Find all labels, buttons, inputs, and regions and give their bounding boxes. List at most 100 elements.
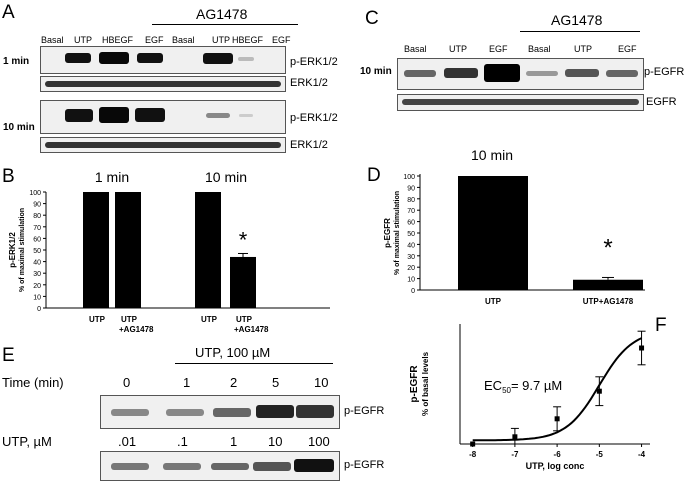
f-y-label-2: % of basal levels — [421, 351, 430, 416]
panel-a-lane-5: Basal — [172, 35, 195, 45]
d-title: 10 min — [471, 147, 513, 163]
panel-e-dose-4: 10 — [268, 434, 283, 449]
panel-c-blot-egfr — [397, 94, 644, 111]
d-y-tick-label: 100 — [403, 174, 415, 181]
f-data-point — [639, 345, 645, 351]
panel-e-utp-header: UTP, 100 µM — [195, 345, 271, 360]
d-significance-star: * — [603, 234, 612, 261]
f-y-label-1: p-EGFR — [409, 365, 420, 403]
panel-e-label-pegfr-2: p-EGFR — [344, 459, 385, 471]
b-x-tick-label: UTP — [236, 315, 253, 324]
panel-d-chart: 10 min 0 10 20 30 40 50 60 70 80 90 100 p-EGFR% of m… — [383, 147, 645, 306]
panel-a-lane-4: EGF — [145, 35, 164, 45]
f-x-label: UTP, log conc — [526, 461, 585, 471]
f-x-tick-label: -7 — [511, 450, 519, 459]
d-y-tick-label: 80 — [407, 197, 415, 204]
d-y-label-1: p-EGFR — [383, 218, 392, 248]
panel-e-label-pegfr-1: p-EGFR — [344, 405, 385, 417]
panel-a-ag1478-header: AG1478 — [196, 6, 248, 22]
d-y-tick-label: 40 — [407, 242, 415, 249]
b-y-tick-label: 50 — [33, 248, 41, 255]
panel-c-lane-5: UTP — [574, 44, 592, 54]
panel-e-header-line — [175, 363, 333, 364]
d-y-tick-label: 60 — [407, 220, 415, 227]
panel-c-time-10min: 10 min — [360, 66, 392, 77]
panel-e-dose-1: .01 — [118, 434, 137, 449]
panel-a-blot-perk-1min — [40, 46, 286, 74]
panel-label-c: C — [365, 8, 379, 29]
panel-a-lane-8: EGF — [272, 35, 291, 45]
b-y-tick-label: 20 — [33, 283, 41, 290]
b-significance-star: * — [239, 227, 248, 252]
panel-c-lane-3: EGF — [489, 44, 508, 54]
panel-c-label-pegfr: p-EGFR — [644, 66, 685, 78]
b-x-tick-label: +AG1478 — [234, 325, 269, 334]
panel-e-time-10: 10 — [314, 375, 329, 390]
panel-c-lane-6: EGF — [618, 44, 637, 54]
panel-a-blot-perk-10min — [40, 100, 286, 134]
f-ec50-prefix: EC — [484, 378, 502, 393]
b-x-tick-label: UTP — [89, 315, 106, 324]
f-data-point — [554, 416, 560, 422]
panel-e-blot-time — [100, 395, 340, 429]
panel-label-e: E — [2, 345, 15, 366]
d-x-tick-label: UTP — [485, 297, 502, 306]
panel-e-dose-5: 100 — [308, 434, 330, 449]
panel-a-time-10min: 10 min — [3, 122, 35, 133]
panel-e-time-label: Time (min) — [2, 375, 64, 390]
d-y-tick-label: 0 — [411, 288, 415, 295]
b-bar — [115, 192, 141, 308]
panel-b-chart: 0 10 20 30 40 50 60 70 80 90 100 p-ERK1/2% of maxim… — [8, 169, 330, 334]
panel-c-ag1478-line — [520, 31, 640, 32]
panel-e-dose-3: 1 — [230, 434, 238, 449]
b-y-label-1: p-ERK1/2 — [8, 232, 17, 268]
panel-e-dose-label: UTP, µM — [2, 434, 52, 449]
b-bar — [83, 192, 109, 308]
b-x-tick-label: UTP — [201, 315, 218, 324]
b-y-tick-label: 0 — [37, 306, 41, 313]
d-y-label-2: % of maximal stimulation — [394, 191, 401, 275]
panel-a-lane-1: Basal — [41, 35, 64, 45]
d-y-tick-label: 10 — [407, 277, 415, 284]
d-y-tick-label: 90 — [407, 185, 415, 192]
panel-label-f: F — [655, 315, 667, 336]
b-y-tick-label: 90 — [33, 202, 41, 209]
d-y-tick-label: 70 — [407, 208, 415, 215]
panel-c-ag1478-header: AG1478 — [551, 12, 603, 28]
panel-a-lane-2: UTP — [74, 35, 92, 45]
b-y-label-2: % of maximal stimulation — [19, 208, 26, 292]
f-x-tick-label: -4 — [638, 450, 646, 459]
f-ec50-annotation: EC50= 9.7 µM — [484, 378, 562, 395]
panel-label-a: A — [2, 2, 15, 23]
f-x-tick-label: -6 — [554, 450, 562, 459]
b-x-tick-label: UTP — [121, 315, 138, 324]
d-y-tick-label: 30 — [407, 254, 415, 261]
b-group-label-2: 10 min — [205, 169, 247, 185]
b-group-label-1: 1 min — [95, 169, 129, 185]
panel-a-label-erk-2: ERK1/2 — [290, 139, 328, 151]
b-y-tick-label: 30 — [33, 271, 41, 278]
d-y-tick-label: 50 — [407, 231, 415, 238]
panel-c-lane-4: Basal — [528, 44, 551, 54]
panel-c-lane-1: Basal — [404, 44, 427, 54]
panel-a-blot-erk-1min — [40, 76, 286, 92]
panel-f-chart: -8 -7 -6 -5 -4 UTP, log conc p-EGFR% of basal … — [409, 324, 650, 471]
panel-e-dose-2: .1 — [177, 434, 188, 449]
f-data-point — [512, 434, 518, 440]
panel-a-ag1478-line — [152, 24, 298, 25]
panel-a-lane-7: HBEGF — [232, 35, 264, 45]
b-bar — [195, 192, 221, 308]
b-bar — [230, 256, 256, 308]
panel-c-lane-2: UTP — [449, 44, 467, 54]
d-bar — [458, 176, 528, 290]
d-bar — [573, 279, 643, 290]
f-ec50-value: = 9.7 µM — [511, 378, 562, 393]
b-y-tick-label: 80 — [33, 213, 41, 220]
panel-e-time-2: 2 — [230, 375, 238, 390]
f-data-point — [596, 388, 602, 394]
f-x-tick-label: -5 — [596, 450, 604, 459]
f-data-point — [470, 441, 476, 447]
b-y-tick-label: 40 — [33, 260, 41, 267]
b-y-tick-label: 70 — [33, 225, 41, 232]
f-x-tick-label: -8 — [469, 450, 477, 459]
